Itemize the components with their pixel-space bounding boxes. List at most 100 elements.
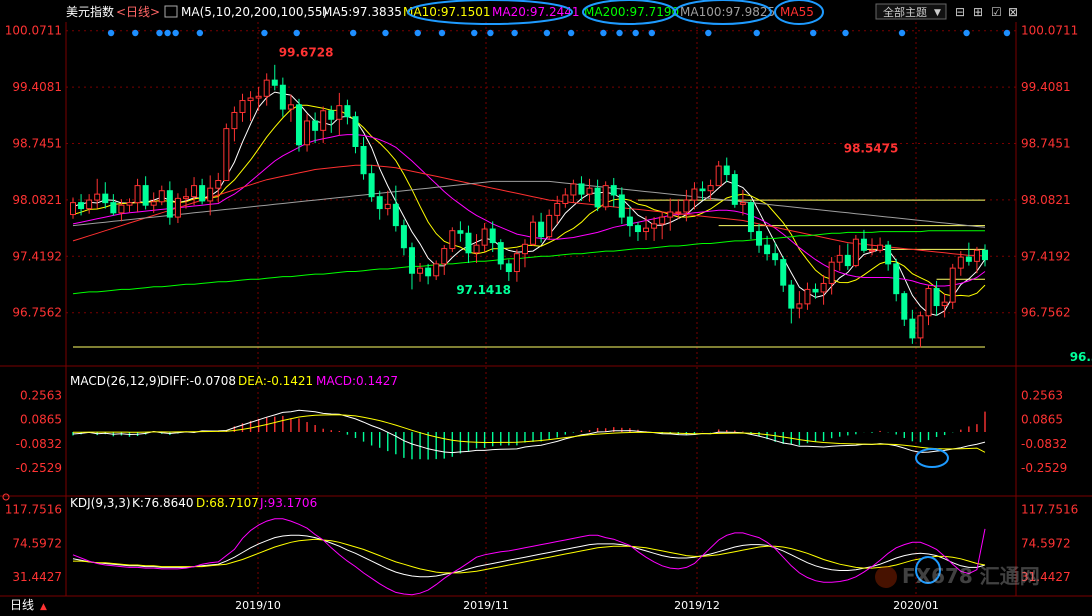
date-label: 2019/11 <box>463 599 509 612</box>
candle-down <box>885 244 892 265</box>
signal-dot <box>196 29 204 37</box>
candle-up <box>215 180 222 189</box>
candle-down <box>368 173 375 198</box>
candle-up <box>182 196 189 199</box>
signal-dot <box>156 29 163 37</box>
candle-down <box>893 263 900 295</box>
candle-down <box>788 284 795 309</box>
candle-up <box>481 228 488 246</box>
watermark-text: FX678 汇通网 <box>902 564 1040 588</box>
candle-down <box>731 174 738 205</box>
price-tick-right: 98.0821 <box>1021 193 1071 207</box>
candle-up <box>174 197 181 218</box>
macd-tick-right: -0.2529 <box>1021 461 1067 475</box>
period-label[interactable]: <日线> <box>116 5 160 19</box>
candle-down <box>279 84 286 110</box>
candle-down <box>408 247 415 274</box>
period-tab-arrow-icon[interactable]: ▲ <box>40 602 47 612</box>
candle-down <box>489 228 496 244</box>
candle-down <box>497 242 504 265</box>
candle-up <box>118 204 125 214</box>
candle-up <box>659 216 666 225</box>
ma200-line <box>72 230 985 295</box>
price-tick-left: 96.7562 <box>12 306 62 320</box>
macd-diff-value: DIFF:-0.0708 <box>160 374 236 388</box>
candle-down <box>538 221 545 238</box>
kdj-tick-left: 31.4427 <box>12 570 62 584</box>
signal-dot <box>164 29 171 37</box>
candle-down <box>634 225 641 233</box>
candle-up <box>667 211 674 218</box>
kdj-label: KDJ(9,3,3) <box>70 496 131 510</box>
kdj-panel-title: KDJ(9,3,3) K:76.8640 D:68.7107 J:93.1706 <box>70 496 317 510</box>
candle-down <box>756 231 763 246</box>
candle-down <box>425 267 432 277</box>
candle-down <box>933 288 940 307</box>
price-tick-right: 100.0711 <box>1021 24 1078 38</box>
period-tab[interactable]: 日线 <box>10 598 34 612</box>
price-annotation: 97.1418 <box>456 283 511 297</box>
candle-up <box>869 249 876 252</box>
candle-up <box>320 110 327 131</box>
price-tick-left: 100.0711 <box>5 24 62 38</box>
price-tick-right: 99.4081 <box>1021 80 1071 94</box>
candle-up <box>675 211 682 214</box>
signal-dot <box>293 29 300 37</box>
candle-down <box>981 249 989 261</box>
window-button-1[interactable]: ⊟ <box>955 5 965 19</box>
ma55-value: MA55 <box>780 5 814 19</box>
candle-down <box>271 79 278 86</box>
signal-dot <box>382 29 389 37</box>
signal-dot <box>487 29 494 37</box>
theme-dropdown-label: 全部主题 <box>883 5 927 19</box>
window-button-2[interactable]: ⊞ <box>973 5 983 19</box>
candle-down <box>626 216 633 227</box>
candle-up <box>336 105 343 120</box>
candle-up <box>836 254 843 263</box>
candle-down <box>772 253 779 261</box>
watermark-logo: FX678 汇通网 <box>875 564 1040 588</box>
candle-up <box>521 243 528 255</box>
candle-up <box>247 97 254 102</box>
price-tick-left: 98.0821 <box>12 193 62 207</box>
ma200-value: MA200:97.7190 <box>584 5 679 19</box>
candle-up <box>643 227 650 233</box>
ma-settings-icon[interactable] <box>164 5 178 18</box>
price-tick-right: 97.4192 <box>1021 249 1071 263</box>
window-button-3[interactable]: ☑ <box>991 5 1002 19</box>
window-button-4[interactable]: ⊠ <box>1008 5 1018 19</box>
kdj-cross-highlight <box>915 556 941 584</box>
kdj-tick-right: 74.5972 <box>1021 536 1071 550</box>
candle-up <box>925 288 932 317</box>
candle-down <box>610 185 617 196</box>
candle-down <box>812 288 819 293</box>
macd-cross-highlight <box>915 448 949 468</box>
candle-up <box>957 256 964 269</box>
candle-up <box>449 230 456 250</box>
price-annotation: 96.3534 <box>1070 350 1092 364</box>
candle-down <box>909 318 916 339</box>
price-axis: 100.0711 100.0711 99.4081 99.4081 98.7451 98.… <box>5 24 1079 320</box>
candle-down <box>578 183 585 195</box>
candle-up <box>530 221 537 245</box>
signal-dot <box>648 29 656 37</box>
indicator-settings-icon[interactable] <box>2 493 10 501</box>
highlight-ellipse-ma100 <box>674 0 772 25</box>
candle-up <box>917 315 924 339</box>
ma20-value: MA20:97.2441 <box>492 5 580 19</box>
candle-up <box>255 95 262 99</box>
price-tick-right: 96.7562 <box>1021 306 1071 320</box>
signal-dot <box>898 29 906 37</box>
kdj-tick-right: 117.7516 <box>1021 503 1078 517</box>
candle-up <box>239 100 246 113</box>
signal-dot <box>172 29 179 37</box>
candle-up <box>715 165 722 187</box>
candle-up <box>707 185 714 192</box>
signal-dot <box>842 29 849 37</box>
candle-up <box>441 248 448 265</box>
candle-up <box>223 128 230 182</box>
macd-diff-line <box>72 409 986 454</box>
candle-up <box>304 120 311 146</box>
theme-dropdown[interactable] <box>875 3 947 20</box>
signal-dot <box>753 29 760 37</box>
